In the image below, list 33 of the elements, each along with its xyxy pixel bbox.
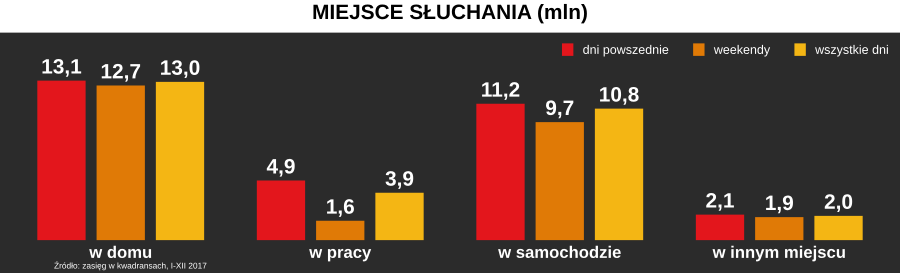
bar — [696, 214, 744, 240]
x-tick-label: w samochodzie — [498, 246, 621, 258]
legend-label: dni powszednie — [583, 44, 668, 56]
text: Źródło: zasięg w kwadransach, I-XII 2017 — [54, 261, 206, 270]
x-tick-label: w innym miejscu — [712, 246, 845, 262]
chart-title: MIEJSCE SŁUCHANIA (mln) — [313, 4, 587, 24]
data-label: 13,0 — [161, 60, 200, 78]
bar — [375, 192, 424, 240]
data-label: 4,9 — [266, 158, 295, 177]
data-label: 9,7 — [546, 100, 574, 118]
bar — [814, 216, 863, 240]
data-label: 2,0 — [824, 194, 852, 212]
bar — [256, 180, 306, 240]
bar — [476, 104, 525, 240]
bar — [96, 86, 145, 240]
data-label: 1,9 — [766, 195, 793, 214]
bar — [536, 122, 584, 240]
bar — [156, 82, 204, 240]
bar — [316, 220, 364, 240]
data-label: 1,6 — [327, 199, 354, 217]
data-label: 11,2 — [482, 82, 520, 100]
x-tick-label: w pracy — [309, 248, 372, 262]
data-label: 3,9 — [386, 171, 414, 189]
bar — [37, 80, 86, 240]
data-label: 13,1 — [42, 58, 82, 77]
legend-label: weekendy — [714, 44, 770, 56]
bar — [755, 217, 804, 240]
bar — [594, 108, 644, 240]
x-tick-label: w domu — [89, 246, 152, 258]
data-label: 2,1 — [706, 193, 734, 211]
legend-label: wszystkie dni — [815, 44, 888, 56]
data-label: 12,7 — [102, 64, 140, 82]
data-label: 10,8 — [600, 87, 639, 105]
